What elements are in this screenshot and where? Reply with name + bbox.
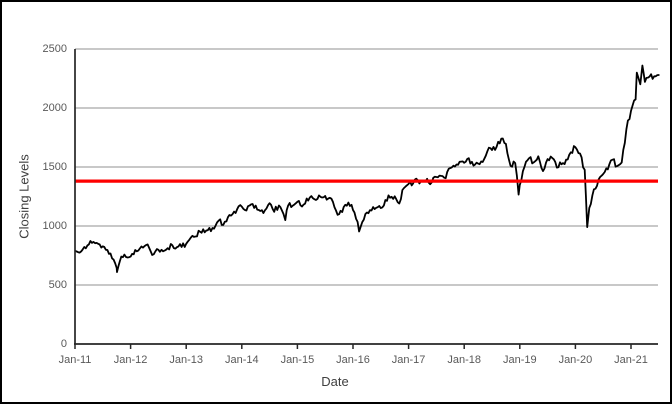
x-tick-label-Jan-20: Jan-20 <box>558 354 593 366</box>
x-tick-label-Jan-11: Jan-11 <box>58 354 92 366</box>
y-tick-label-1500: 1500 <box>42 160 67 173</box>
series-line-closing-levels <box>74 64 660 273</box>
x-tick-label-Jan-12: Jan-12 <box>113 354 148 366</box>
x-tick-label-Jan-16: Jan-16 <box>336 354 370 366</box>
y-tick-label-2500: 2500 <box>42 42 67 55</box>
y-tick-label-0: 0 <box>60 337 67 350</box>
x-tick-label-Jan-19: Jan-19 <box>502 354 537 366</box>
x-tick-label-Jan-14: Jan-14 <box>224 354 259 366</box>
x-axis-title: Date <box>321 374 349 389</box>
y-axis-title: Closing Levels <box>16 154 32 239</box>
x-tick-label-Jan-13: Jan-13 <box>169 354 203 366</box>
x-tick-label-Jan-21: Jan-21 <box>614 354 648 366</box>
x-tick-label-Jan-18: Jan-18 <box>447 354 481 366</box>
x-tick-label-Jan-17: Jan-17 <box>391 354 426 366</box>
y-tick-label-500: 500 <box>48 278 67 291</box>
y-tick-label-1000: 1000 <box>42 219 67 232</box>
x-tick-label-Jan-15: Jan-15 <box>280 354 315 366</box>
y-tick-label-2000: 2000 <box>42 101 67 114</box>
